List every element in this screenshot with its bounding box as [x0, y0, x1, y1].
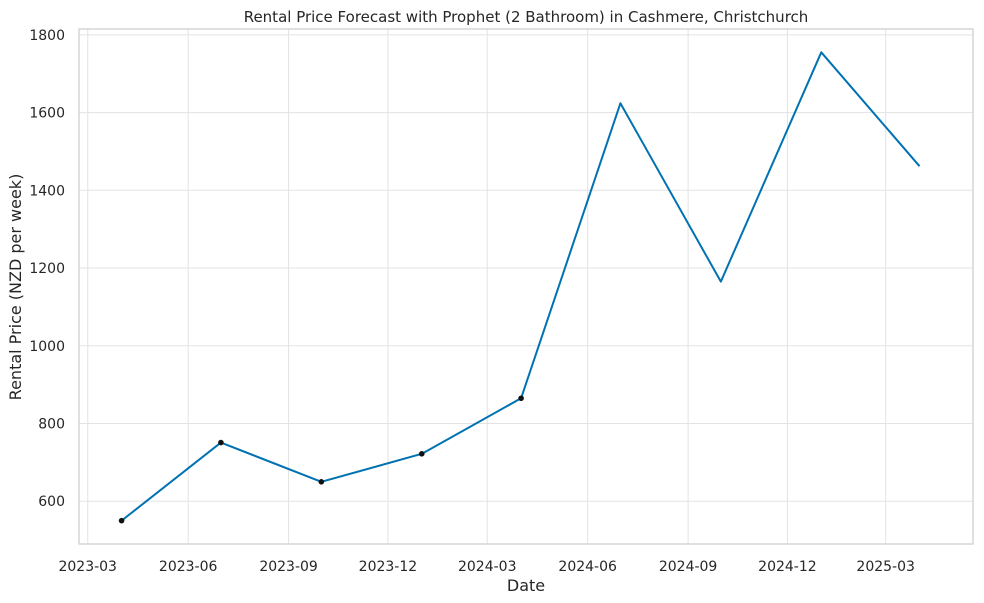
observed-point — [418, 451, 425, 457]
observed-point — [318, 479, 325, 485]
observed-points — [118, 395, 524, 524]
observed-point — [218, 439, 224, 446]
y-axis-label: Rental Price (NZD per week) — [6, 174, 25, 401]
y-tick-label: 1800 — [29, 28, 65, 44]
forecast-line — [120, 51, 921, 522]
plot-frame — [78, 28, 974, 545]
y-tick-label: 1200 — [29, 261, 65, 277]
x-tick-label: 2023-06 — [159, 559, 218, 575]
y-tick-label: 1400 — [29, 183, 65, 199]
x-axis-label: Date — [507, 576, 545, 595]
x-tick-label: 2023-03 — [58, 559, 117, 575]
grid — [79, 29, 973, 544]
y-tick-label: 1000 — [29, 339, 65, 355]
x-axis-ticks: 2023-03 2023-06 2023-09 2023-12 2024-03 2024-… — [58, 559, 914, 575]
x-tick-label: 2023-12 — [359, 559, 418, 575]
chart-title: Rental Price Forecast with Prophet (2 Ba… — [244, 8, 809, 26]
series — [120, 51, 921, 522]
x-tick-label: 2024-12 — [758, 559, 817, 575]
observed-point — [118, 517, 125, 524]
x-tick-label: 2024-06 — [558, 559, 617, 575]
observed-point — [518, 395, 524, 402]
x-tick-label: 2023-09 — [259, 559, 318, 575]
x-tick-label: 2025-03 — [856, 559, 915, 575]
x-tick-label: 2024-09 — [659, 559, 718, 575]
x-tick-label: 2024-03 — [458, 559, 517, 575]
y-axis-ticks: 600 800 1000 1200 1400 1600 1800 — [29, 28, 65, 510]
y-tick-label: 1600 — [29, 106, 65, 122]
y-tick-label: 600 — [38, 494, 65, 510]
y-tick-label: 800 — [38, 417, 65, 433]
